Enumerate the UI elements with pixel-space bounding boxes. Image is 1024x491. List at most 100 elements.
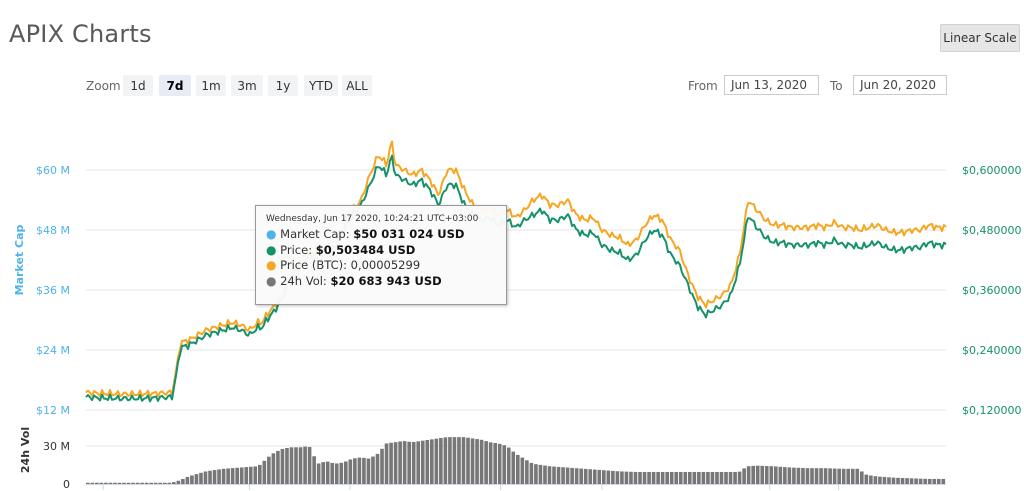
volume-bar — [850, 468, 855, 484]
volume-bar — [900, 477, 905, 484]
volume-bar — [633, 471, 638, 484]
volume-bar — [140, 482, 144, 484]
zoom-all-button[interactable]: ALL — [342, 75, 372, 96]
zoom-1d-button[interactable]: 1d — [123, 75, 153, 96]
volume-bar — [864, 474, 869, 484]
volume-bar — [248, 466, 253, 484]
zoom-label: Zoom — [86, 79, 121, 93]
volume-bar — [855, 468, 860, 484]
linear-scale-button[interactable]: Linear Scale — [940, 24, 1020, 52]
volume-bar — [592, 469, 597, 484]
volume-bar — [443, 437, 448, 484]
volume-bar — [208, 470, 212, 484]
volume-bar — [810, 468, 814, 484]
volume-bar — [416, 441, 421, 484]
volume-bar — [321, 462, 325, 484]
volume-bar — [746, 466, 751, 484]
volume-bar — [226, 468, 230, 484]
volume-bar — [131, 482, 135, 484]
volume-bar — [162, 482, 167, 484]
volume-bar — [909, 478, 914, 484]
volume-bar — [285, 448, 289, 484]
volume-bar — [620, 471, 624, 484]
volume-bar — [615, 471, 620, 484]
market-cap-axis: $12 M $24 M $36 M $48 M $60 M Market Cap — [13, 164, 70, 417]
volume-bar — [511, 451, 516, 484]
volume-bar — [348, 459, 353, 484]
volume-bar — [126, 482, 131, 484]
volume-bar — [837, 468, 841, 484]
volume-bar — [488, 442, 493, 484]
zoom-7d-button[interactable]: 7d — [159, 75, 191, 96]
volume-bar — [439, 438, 443, 484]
volume-bar — [144, 482, 149, 484]
right-tick-label: $0,120000 — [962, 404, 1022, 417]
zoom-3m-button[interactable]: 3m — [231, 75, 263, 96]
zoom-1m-button[interactable]: 1m — [196, 75, 226, 96]
volume-bar — [380, 448, 384, 484]
volume-bar — [629, 471, 633, 484]
volume-bar — [434, 438, 439, 484]
left-tick-label: $36 M — [36, 284, 70, 297]
volume-series — [86, 437, 946, 484]
volume-bar — [344, 461, 348, 484]
volume-bar — [516, 454, 520, 484]
volume-bar — [330, 462, 335, 484]
volume-bar — [543, 465, 547, 484]
volume-bar — [235, 467, 239, 484]
to-date-input[interactable]: Jun 20, 2020 — [853, 75, 947, 95]
volume-bar — [271, 453, 276, 484]
volume-bar — [185, 477, 190, 484]
volume-bar — [792, 467, 796, 484]
volume-bar — [905, 478, 909, 484]
volume-bar — [597, 469, 602, 484]
zoom-ytd-button[interactable]: YTD — [304, 75, 338, 96]
price-line — [85, 154, 947, 403]
zoom-1y-button[interactable]: 1y — [268, 75, 298, 96]
volume-bar — [805, 468, 810, 484]
volume-bar — [316, 463, 321, 484]
volume-bar — [149, 482, 153, 484]
price-axis: $0,120000 $0,240000 $0,360000 $0,480000 $0,6… — [962, 164, 1022, 417]
volume-bar — [697, 471, 701, 484]
volume-bar — [153, 482, 158, 484]
volume-bar — [176, 480, 181, 484]
volume-bar — [470, 438, 475, 484]
volume-bar — [547, 466, 552, 484]
volume-bar — [258, 464, 262, 484]
left-tick-label: $60 M — [36, 164, 70, 177]
volume-bar — [289, 447, 294, 484]
volume-bar — [860, 471, 864, 484]
volume-bar — [932, 478, 937, 484]
right-tick-label: $0,480000 — [962, 224, 1022, 237]
volume-bar — [99, 482, 104, 484]
market-cap-line — [85, 140, 947, 398]
volume-bar — [556, 466, 561, 484]
volume-bar — [520, 457, 525, 484]
volume-bar — [783, 467, 787, 484]
volume-bar — [887, 477, 891, 484]
volume-bar — [841, 468, 846, 484]
volume-bar — [217, 469, 221, 484]
volume-bar — [194, 474, 199, 484]
volume-bar — [362, 457, 366, 484]
volume-bar — [801, 467, 805, 484]
volume-bar — [172, 482, 176, 484]
volume-bar — [506, 447, 511, 484]
volume-bar — [710, 471, 715, 484]
volume-bar — [357, 457, 362, 484]
volume-bar — [665, 471, 669, 484]
volume-bar — [294, 447, 298, 484]
volume-bar — [190, 475, 194, 484]
from-date-input[interactable]: Jun 13, 2020 — [724, 75, 819, 95]
volume-bar — [656, 471, 660, 484]
volume-bar — [203, 471, 208, 484]
volume-bar — [529, 462, 534, 484]
page-title: APIX Charts — [9, 20, 152, 48]
volume-bar — [430, 439, 434, 484]
volume-bar — [267, 456, 271, 484]
volume-bar — [869, 475, 873, 484]
volume-bar — [755, 465, 760, 484]
x-axis — [86, 484, 946, 490]
